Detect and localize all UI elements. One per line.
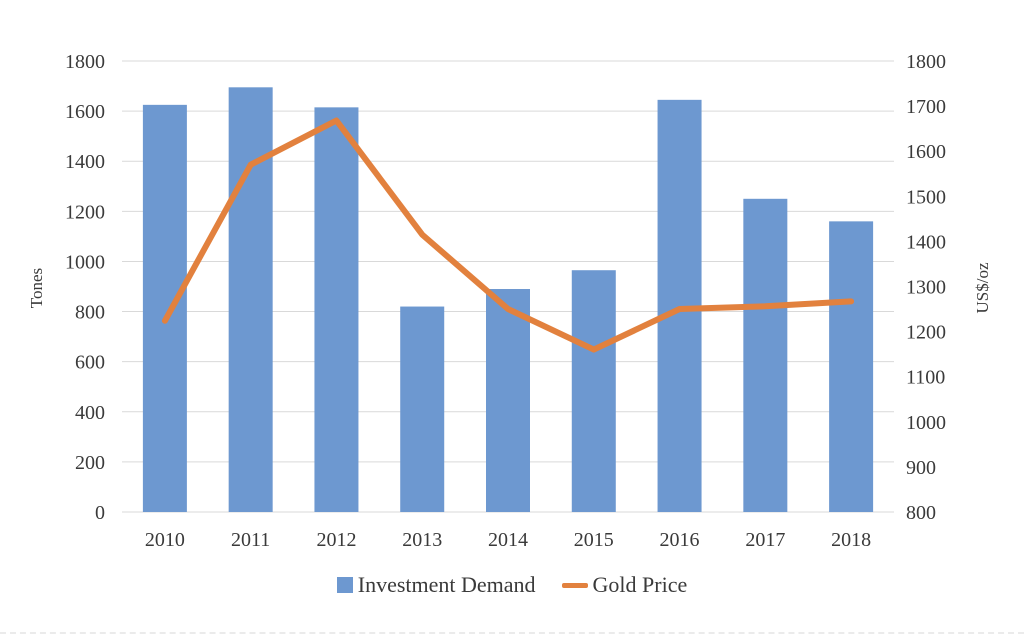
x-axis-tick-2017: 2017 [745, 529, 785, 551]
x-axis-tick-2010: 2010 [145, 529, 185, 551]
right-axis-tick-1400: 1400 [906, 231, 946, 253]
legend: Investment Demand Gold Price [0, 572, 1024, 598]
bar-series-swatch-icon [336, 577, 353, 593]
left-axis-tick-800: 800 [75, 302, 105, 324]
bar-2015 [571, 270, 616, 512]
left-axis-tick-1400: 1400 [65, 151, 105, 173]
left-axis-tick-1000: 1000 [65, 251, 105, 273]
line-series-swatch-icon [561, 582, 588, 588]
x-axis-tick-2011: 2011 [231, 529, 270, 551]
bar-2017 [743, 198, 788, 513]
bar-2010 [142, 104, 187, 512]
x-axis-tick-2012: 2012 [316, 529, 356, 551]
left-axis-tick-0: 0 [95, 502, 105, 524]
left-axis-tick-400: 400 [75, 402, 105, 424]
right-axis-tick-800: 800 [906, 502, 936, 524]
torn-edge-artifact [0, 632, 1024, 634]
gold-price-line [161, 117, 855, 353]
x-axis-tick-2018: 2018 [831, 529, 871, 551]
right-axis-tick-1600: 1600 [906, 141, 946, 163]
x-axis-tick-2014: 2014 [488, 529, 528, 551]
right-axis-tick-1200: 1200 [906, 322, 946, 344]
left-axis-tick-600: 600 [75, 352, 105, 374]
bar-2014 [486, 289, 530, 512]
x-axis-tick-2013: 2013 [402, 529, 442, 551]
x-axis-tick-2016: 2016 [660, 529, 700, 551]
legend-item-investment-demand: Investment Demand [336, 572, 536, 598]
x-axis-tick-2015: 2015 [574, 529, 614, 551]
right-axis-tick-1500: 1500 [906, 186, 946, 208]
right-axis-tick-1000: 1000 [906, 412, 946, 434]
legend-item-gold-price: Gold Price [561, 572, 688, 598]
bar-2011 [228, 87, 273, 512]
left-axis-title: Tones [27, 267, 46, 309]
left-axis-tick-200: 200 [75, 452, 105, 474]
bar-2018 [829, 221, 874, 512]
right-axis-title: US$/oz [973, 262, 992, 314]
legend-label-gold-price: Gold Price [592, 572, 688, 597]
left-axis-tick-1800: 1800 [65, 51, 105, 73]
left-axis-tick-1200: 1200 [65, 201, 105, 223]
bar-2013 [400, 306, 445, 512]
right-axis-tick-1300: 1300 [906, 277, 946, 299]
right-axis-tick-1800: 1800 [906, 51, 946, 73]
right-axis-tick-1100: 1100 [906, 367, 945, 389]
right-axis-tick-1700: 1700 [906, 96, 946, 118]
left-axis-tick-1600: 1600 [65, 101, 105, 123]
legend-label-investment-demand: Investment Demand [357, 572, 536, 597]
right-axis-tick-900: 900 [906, 457, 936, 479]
bar-2012 [314, 107, 359, 512]
